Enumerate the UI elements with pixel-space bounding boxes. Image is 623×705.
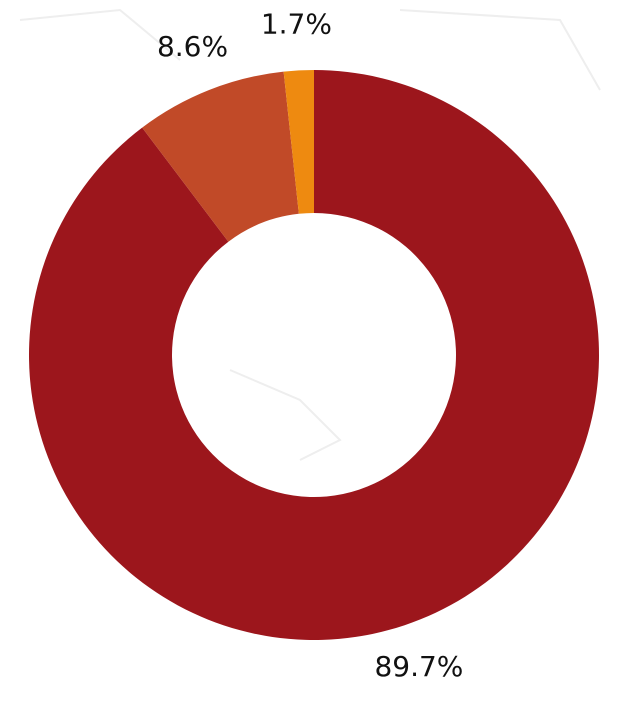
data-label: 89.7% <box>374 650 463 683</box>
background-sketch <box>19 8 601 461</box>
donut-slice <box>142 71 299 242</box>
data-label: 8.6% <box>157 30 228 63</box>
donut-slice <box>28 70 599 640</box>
donut-slice <box>283 70 314 214</box>
data-label: 1.7% <box>261 7 332 40</box>
